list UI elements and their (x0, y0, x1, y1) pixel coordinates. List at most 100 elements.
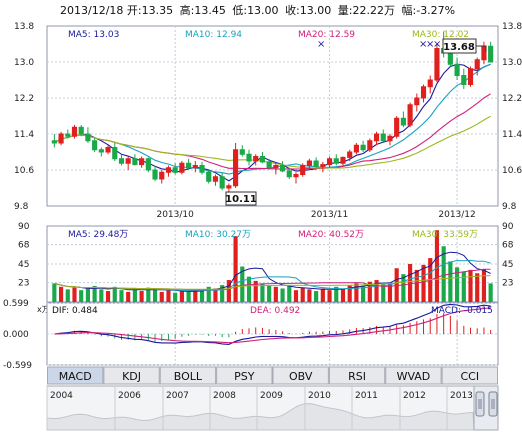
price-tick-right: 11.4 (502, 130, 522, 140)
timeline-history-area (46, 403, 475, 431)
tab-macd[interactable]: MACD (47, 366, 104, 385)
tab-background[interactable] (216, 366, 273, 385)
price-tick-right: 13.0 (502, 58, 522, 68)
tab-background[interactable] (159, 366, 217, 385)
quote-date: 2013/12/18 (60, 4, 123, 17)
candle (306, 158, 312, 170)
candle (98, 147, 104, 157)
price-tick-left: 10.6 (14, 166, 34, 176)
volume-bar (112, 286, 117, 302)
tab-background[interactable] (328, 366, 386, 385)
volume-bar (65, 289, 70, 302)
volume-bar (401, 274, 406, 302)
candle (266, 158, 272, 170)
range-handle-left[interactable] (475, 391, 485, 417)
volume-bar (280, 288, 285, 302)
candle-body (65, 133, 71, 137)
candle-body (253, 156, 259, 162)
timeline-year: 2010 (308, 391, 331, 401)
tab-wvad[interactable]: WVAD (385, 366, 442, 385)
volume-tick-right: 45 (502, 260, 513, 270)
timeline-year: 2008 (213, 391, 236, 401)
candle (212, 174, 219, 186)
dea-line (54, 307, 491, 344)
candle (420, 84, 427, 103)
candle (407, 102, 413, 128)
indicator-tabs: MACD KDJ BOLL PSY OBV RSI WVAD CCI (47, 366, 498, 385)
candle (333, 154, 339, 166)
candle-body (387, 135, 393, 142)
tab-boll[interactable]: BOLL (159, 366, 217, 385)
volume-unit: x万 (37, 305, 50, 314)
tab-background[interactable] (47, 366, 104, 385)
volume-bar (139, 291, 144, 302)
candle-body (400, 117, 406, 126)
candle-body (286, 170, 292, 178)
volume-bar (199, 289, 205, 302)
volume-bar (273, 286, 278, 302)
vol-ma20-legend: MA20: 40.52万 (298, 230, 364, 240)
tab-background[interactable] (103, 366, 160, 385)
candle (226, 183, 232, 193)
candle (139, 156, 145, 168)
ma10-legend: MA10: 12.94 (185, 30, 242, 40)
candle-body (118, 158, 125, 164)
candle (71, 125, 78, 139)
x-marker-icon: × (317, 39, 325, 50)
volume-bar (374, 280, 379, 302)
price-x-tick: 2013/10 (156, 210, 194, 220)
macd-tick: 0.000 (3, 330, 29, 340)
price-panel[interactable] (46, 25, 499, 207)
volume-bar (461, 271, 466, 302)
tab-label: PSY (234, 370, 255, 383)
volume-bar (354, 283, 359, 302)
volume-bar (99, 289, 104, 302)
macd-tick: 0.599 (3, 299, 29, 309)
volume-bar (253, 280, 258, 302)
candle-body (300, 165, 306, 175)
tab-cci[interactable]: CCI (441, 366, 498, 385)
tab-background[interactable] (441, 366, 498, 385)
volume-bar (408, 264, 413, 302)
timeline-navigator[interactable]: 2004 2006 2007 2008 2009 2010 2011 2012 2013 (46, 385, 499, 431)
volume-bar (421, 264, 426, 302)
volume-bar (246, 276, 252, 302)
candle-body (165, 167, 172, 173)
x-marker-icon: × (433, 39, 441, 50)
candle (78, 125, 84, 137)
tab-obv[interactable]: OBV (272, 366, 329, 385)
candle (253, 154, 259, 166)
volume-bar (267, 285, 272, 302)
candle (246, 149, 252, 166)
tab-background[interactable] (272, 366, 329, 385)
candle (340, 156, 346, 167)
candle-body (326, 158, 333, 166)
price-x-tick: 2013/12 (438, 210, 475, 220)
candle (206, 169, 212, 184)
volume-bar (307, 289, 312, 302)
candle-body (414, 97, 420, 106)
open-value: 13.35 (142, 4, 174, 17)
close-value: 13.00 (300, 4, 332, 17)
volume-tick-right: 90 (502, 222, 514, 232)
volume-y-axis: 90 90 68 68 45 45 23 23 (18, 222, 514, 289)
price-tick-left: 12.2 (14, 94, 34, 104)
ma5-legend: MA5: 13.03 (68, 30, 119, 40)
tab-background[interactable] (385, 366, 442, 385)
volume-bar (361, 285, 366, 302)
price-tick-left: 9.8 (14, 202, 29, 212)
tab-psy[interactable]: PSY (216, 366, 273, 385)
tab-kdj[interactable]: KDJ (103, 366, 160, 385)
tab-label: OBV (289, 370, 313, 383)
candle-body (239, 149, 245, 155)
timeline-year: 2009 (260, 391, 283, 401)
candle-body (481, 45, 487, 61)
candle-body (98, 149, 104, 153)
price-x-tick: 2013/11 (311, 210, 348, 220)
volume-bar (327, 290, 332, 302)
tab-rsi[interactable]: RSI (328, 366, 386, 385)
range-handle-right[interactable] (488, 391, 498, 417)
timeline-year: 2011 (355, 391, 378, 401)
timeline-year: 2013 (450, 391, 473, 401)
candle-body (71, 126, 78, 137)
